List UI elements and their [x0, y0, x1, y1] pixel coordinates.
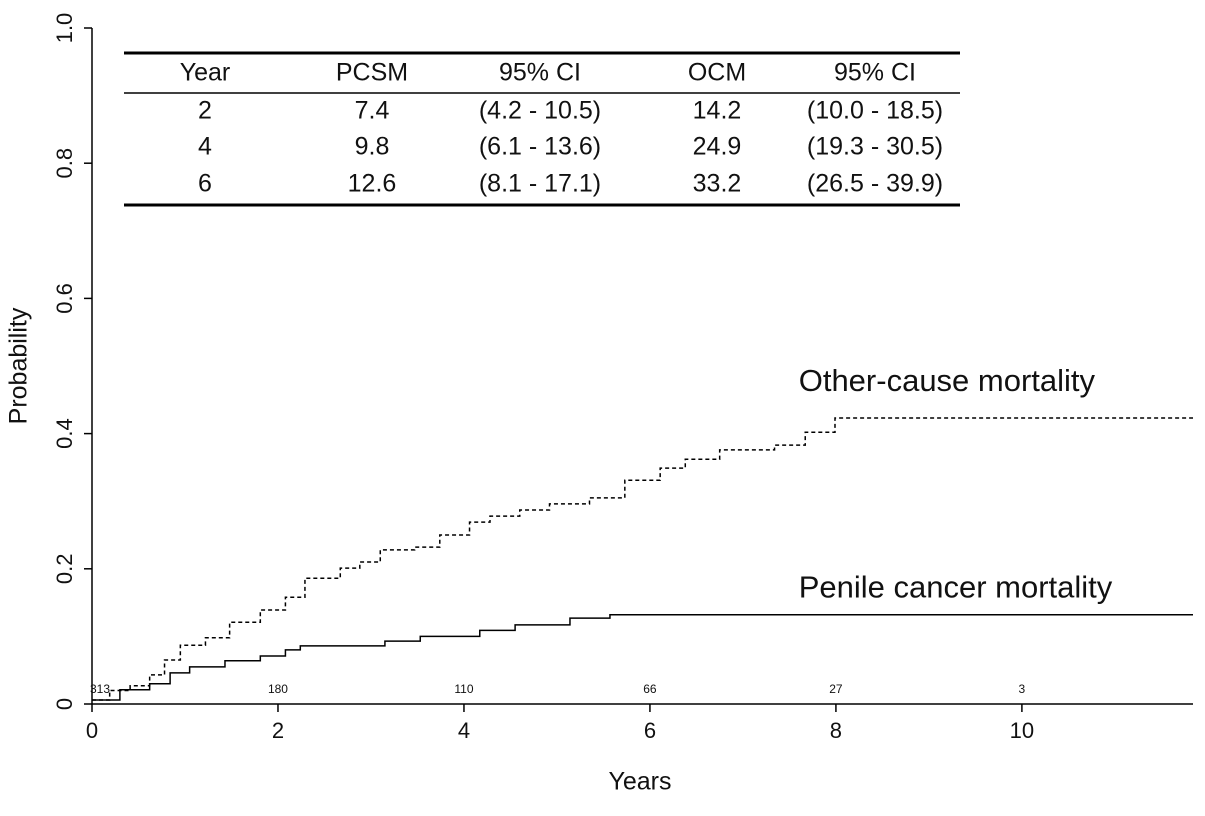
table-cell: 33.2	[693, 170, 742, 198]
table-cell: (19.3 - 30.5)	[807, 133, 943, 161]
x-tick-label: 10	[1010, 718, 1034, 743]
x-tick-label: 6	[644, 718, 656, 743]
at-risk-label: 313	[90, 682, 110, 696]
table-cell: 14.2	[693, 97, 742, 125]
at-risk-label: 66	[643, 682, 657, 696]
y-tick-label: 0.8	[52, 148, 77, 179]
x-tick-label: 4	[458, 718, 470, 743]
table-cell: 12.6	[348, 170, 397, 198]
table-cell: 7.4	[355, 97, 390, 125]
series-label: Penile cancer mortality	[799, 569, 1113, 604]
y-tick-label: 0	[52, 698, 77, 710]
table-header: OCM	[688, 59, 746, 87]
x-tick-label: 2	[272, 718, 284, 743]
step-line	[92, 417, 1193, 701]
table-cell: 9.8	[355, 133, 390, 161]
x-axis-title: Years	[608, 768, 671, 796]
series-label: Other-cause mortality	[799, 363, 1096, 398]
y-tick-label: 0.4	[52, 418, 77, 449]
table-header: Year	[180, 59, 231, 87]
table-cell: (4.2 - 10.5)	[479, 97, 601, 125]
y-axis-title: Probability	[5, 307, 33, 424]
table-cell: (26.5 - 39.9)	[807, 170, 943, 198]
at-risk-label: 27	[829, 682, 843, 696]
x-tick-label: 8	[830, 718, 842, 743]
x-tick-label: 0	[86, 718, 98, 743]
table-cell: (8.1 - 17.1)	[479, 170, 601, 198]
table-header: 95% CI	[834, 59, 916, 87]
at-risk-label: 180	[268, 682, 288, 696]
step-line	[92, 614, 1193, 701]
y-tick-label: 0.2	[52, 554, 77, 585]
table-cell: (6.1 - 13.6)	[479, 133, 601, 161]
table-header: PCSM	[336, 59, 408, 87]
at-risk-label: 110	[454, 682, 473, 696]
table-cell: 6	[198, 170, 212, 198]
y-tick-label: 0.6	[52, 283, 77, 314]
y-tick-label: 1.0	[52, 13, 77, 44]
table-cell: 2	[198, 97, 212, 125]
table-cell: 24.9	[693, 133, 742, 161]
table-cell: 4	[198, 133, 212, 161]
at-risk-label: 3	[1019, 682, 1026, 696]
table-cell: (10.0 - 18.5)	[807, 97, 943, 125]
table-header: 95% CI	[499, 59, 581, 87]
